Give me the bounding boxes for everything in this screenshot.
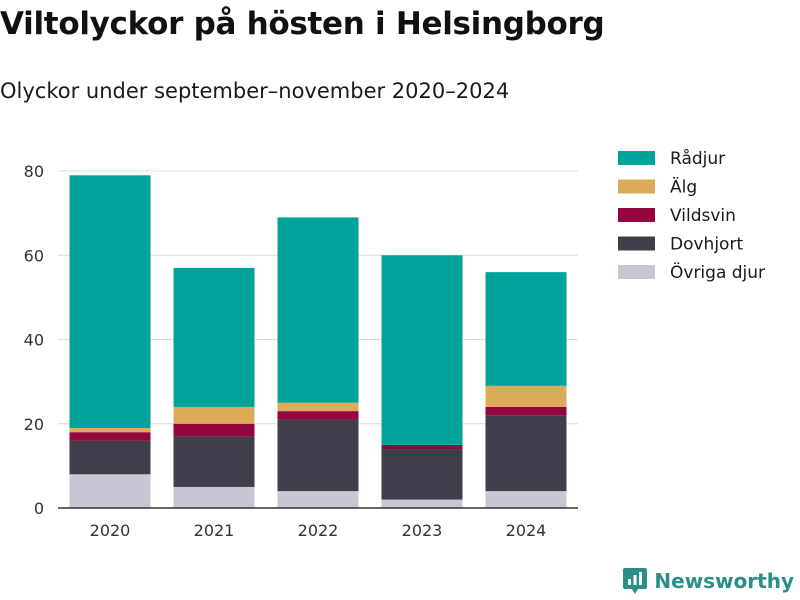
bar-segment	[381, 499, 463, 508]
y-tick-label: 40	[24, 331, 44, 350]
legend-swatch	[618, 151, 655, 165]
bar-segment	[485, 385, 567, 407]
x-tick-label: 2021	[194, 521, 235, 540]
bars	[69, 175, 567, 508]
bar-segment	[485, 491, 567, 508]
legend-swatch	[618, 179, 655, 194]
bar-segment	[381, 255, 463, 445]
bar-segment	[69, 440, 151, 475]
x-tick-label: 2024	[506, 521, 547, 540]
bar-segment	[485, 406, 567, 416]
bar-segment	[173, 406, 255, 424]
bar-segment	[485, 272, 567, 386]
x-tick-label: 2020	[90, 521, 131, 540]
y-tick-label: 0	[34, 499, 44, 518]
legend-label: Vildsvin	[670, 206, 736, 226]
bar-segment	[277, 402, 359, 412]
chart-subtitle: Olyckor under september–november 2020–20…	[0, 79, 510, 103]
legend-label: Dovhjort	[670, 235, 743, 255]
bar-segment	[277, 419, 359, 492]
bar-segment	[485, 415, 567, 492]
legend-swatch	[618, 208, 655, 222]
bar-segment	[381, 444, 463, 450]
y-tick-label: 60	[24, 246, 44, 265]
newsworthy-logo: Newsworthy	[622, 566, 794, 596]
legend-swatch	[618, 265, 655, 279]
bar-segment	[69, 432, 151, 441]
y-tick-label: 20	[24, 415, 44, 434]
bar-segment	[69, 175, 151, 428]
axes: 0 20 40 60 80 2020 2021 2022 2023 2024	[24, 162, 578, 540]
bar-segment	[173, 267, 255, 407]
legend-label: Övriga djur	[670, 261, 765, 283]
bar-segment	[277, 217, 359, 403]
newsworthy-logo-icon	[623, 568, 648, 594]
legend: Rådjur Älg Vildsvin Dovhjort Övriga djur	[618, 148, 765, 283]
chart-title: Viltolyckor på hösten i Helsingborg	[0, 6, 605, 42]
bar-segment	[381, 449, 463, 500]
bar-segment	[69, 427, 151, 433]
legend-swatch	[618, 236, 655, 251]
bar-segment	[173, 423, 255, 437]
bar-segment	[173, 486, 255, 508]
legend-label: Älg	[670, 177, 697, 198]
legend-label: Rådjur	[670, 148, 725, 169]
y-tick-label: 80	[24, 162, 44, 181]
x-tick-label: 2022	[298, 521, 339, 540]
newsworthy-logo-text: Newsworthy	[654, 569, 794, 593]
bar-segment	[277, 411, 359, 420]
x-tick-label: 2023	[402, 521, 443, 540]
bar-segment	[69, 474, 151, 508]
bar-segment	[173, 436, 255, 487]
bar-segment	[277, 491, 359, 508]
